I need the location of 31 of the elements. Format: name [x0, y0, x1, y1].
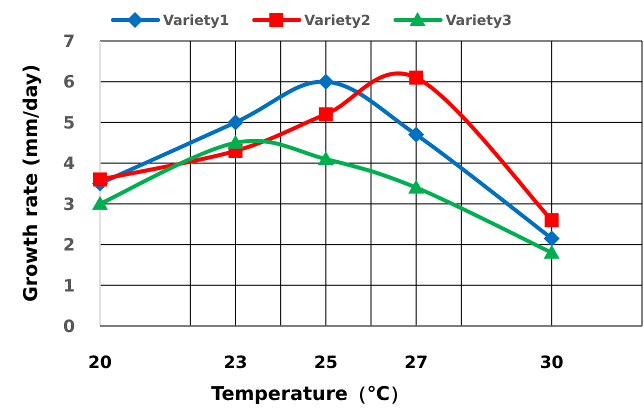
- y-tick-label: 4: [63, 154, 76, 174]
- point: [228, 134, 244, 149]
- point: [544, 230, 560, 246]
- x-tick-label: 20: [88, 353, 112, 373]
- y-tick-label: 1: [63, 276, 75, 296]
- point: [92, 196, 108, 210]
- legend-label: Variety2: [304, 13, 371, 29]
- x-tick-label: 27: [404, 353, 428, 373]
- y-tick-label: 0: [63, 317, 76, 337]
- point: [544, 213, 559, 228]
- y-axis-title: Growth rate (mm/day): [20, 64, 42, 302]
- x-tick-label: 23: [224, 353, 248, 373]
- point: [409, 70, 424, 85]
- point: [318, 107, 333, 122]
- y-tick-label: 6: [63, 72, 75, 93]
- point: [318, 151, 334, 166]
- point: [318, 74, 334, 90]
- point: [228, 114, 244, 130]
- x-tick-label: 25: [314, 353, 338, 373]
- y-tick-label: 5: [63, 113, 75, 134]
- legend-label: Variety1: [163, 13, 230, 29]
- y-tick-label: 2: [63, 236, 75, 256]
- point: [544, 244, 560, 259]
- y-tick-label: 3: [63, 194, 75, 215]
- legend-label: Variety3: [446, 13, 512, 29]
- point: [93, 172, 107, 186]
- point: [408, 180, 424, 194]
- point: [408, 126, 424, 143]
- x-axis-title: Temperature（℃）: [211, 383, 409, 405]
- y-tick-label: 7: [63, 32, 75, 52]
- x-tick-label: 30: [540, 353, 564, 373]
